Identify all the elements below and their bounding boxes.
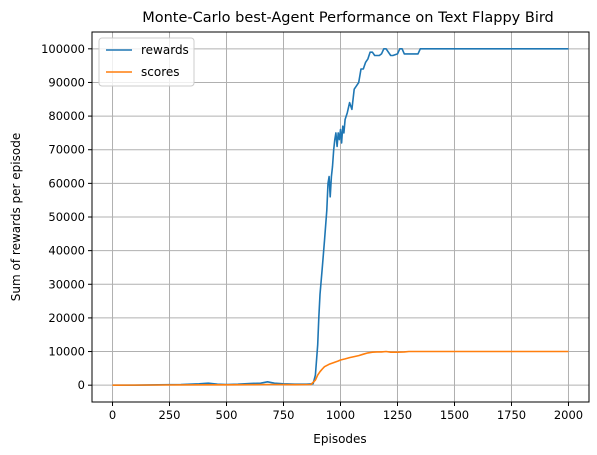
series-line-scores	[112, 350, 569, 387]
y-tick-label: 20000	[48, 311, 85, 325]
y-axis-ticks: 0 10000 20000 30000 40000 50000 60000 70000 8000…	[41, 42, 92, 392]
y-tick-label: 70000	[48, 143, 85, 157]
x-tick-label: 0	[109, 408, 116, 422]
series-lines	[112, 47, 569, 387]
chart-title: Monte-Carlo best-Agent Performance on Te…	[142, 10, 554, 26]
legend-label-scores: scores	[141, 65, 180, 79]
x-tick-label: 2000	[554, 408, 583, 422]
grid	[92, 32, 589, 402]
series-line-rewards	[112, 47, 569, 387]
y-tick-label: 50000	[48, 210, 85, 224]
x-tick-label: 750	[273, 408, 295, 422]
x-tick-label: 250	[159, 408, 181, 422]
y-axis-label: Sum of rewards per episode	[9, 133, 23, 301]
x-tick-label: 1250	[383, 408, 412, 422]
y-tick-label: 60000	[48, 176, 85, 190]
legend: rewards scores	[98, 37, 195, 87]
y-tick-label: 30000	[48, 277, 85, 291]
legend-label-rewards: rewards	[141, 43, 189, 57]
x-axis-label: Episodes	[313, 432, 366, 446]
x-tick-label: 1750	[497, 408, 526, 422]
y-tick-label: 100000	[41, 42, 85, 56]
y-tick-label: 90000	[48, 75, 85, 89]
x-tick-label: 500	[216, 408, 238, 422]
y-tick-label: 40000	[48, 244, 85, 258]
x-axis-ticks: 0 250 500 750 1000 1250 1500 1750 2000	[109, 402, 583, 422]
y-tick-label: 10000	[48, 345, 85, 359]
x-tick-label: 1500	[440, 408, 469, 422]
y-tick-label: 80000	[48, 109, 85, 123]
y-tick-label: 0	[78, 378, 85, 392]
x-tick-label: 1000	[326, 408, 355, 422]
